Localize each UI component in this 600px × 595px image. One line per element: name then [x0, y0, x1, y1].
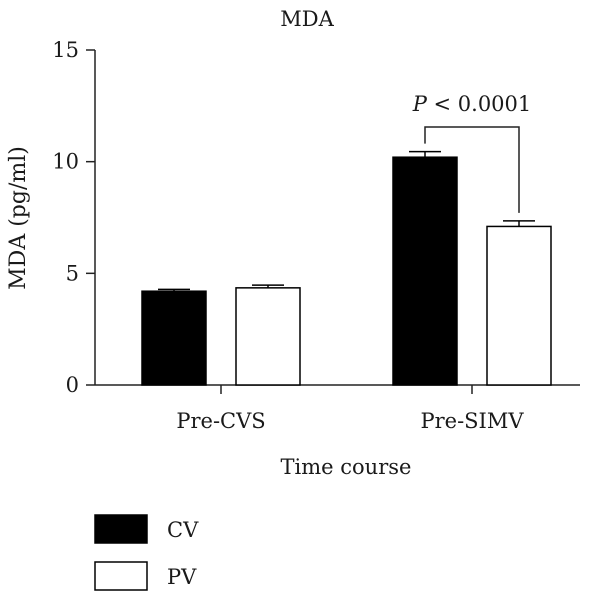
significance-bracket: [424, 126, 520, 213]
bar-pv: [486, 225, 552, 386]
bars: [141, 150, 552, 386]
y-tick-label: 0: [66, 373, 79, 397]
significance-annotation: P < 0.0001: [412, 92, 532, 213]
bar-pv: [235, 287, 301, 386]
p-value-symbol: P: [412, 92, 428, 116]
axes: 0 5 10 15 Pre-CVS Pre-SIMV: [52, 38, 580, 433]
legend-label-cv: CV: [167, 518, 199, 542]
bar-cv: [141, 290, 207, 386]
y-axis-label: MDA (pg/ml): [6, 146, 31, 290]
bar-cv: [392, 156, 458, 386]
legend: CV PV: [94, 514, 199, 591]
y-tick-label: 15: [52, 38, 79, 62]
x-tick-label: Pre-CVS: [176, 409, 265, 433]
p-value-label: P < 0.0001: [412, 92, 532, 116]
x-axis-label: Time course: [281, 455, 412, 479]
chart-title: MDA: [280, 7, 334, 31]
y-tick-label: 5: [66, 261, 79, 285]
legend-label-pv: PV: [167, 565, 197, 589]
x-tick-label: Pre-SIMV: [420, 409, 524, 433]
y-tick-label: 10: [52, 150, 79, 174]
legend-swatch-cv: [94, 514, 148, 544]
p-value-text: < 0.0001: [427, 92, 531, 116]
legend-swatch-pv: [94, 561, 148, 591]
